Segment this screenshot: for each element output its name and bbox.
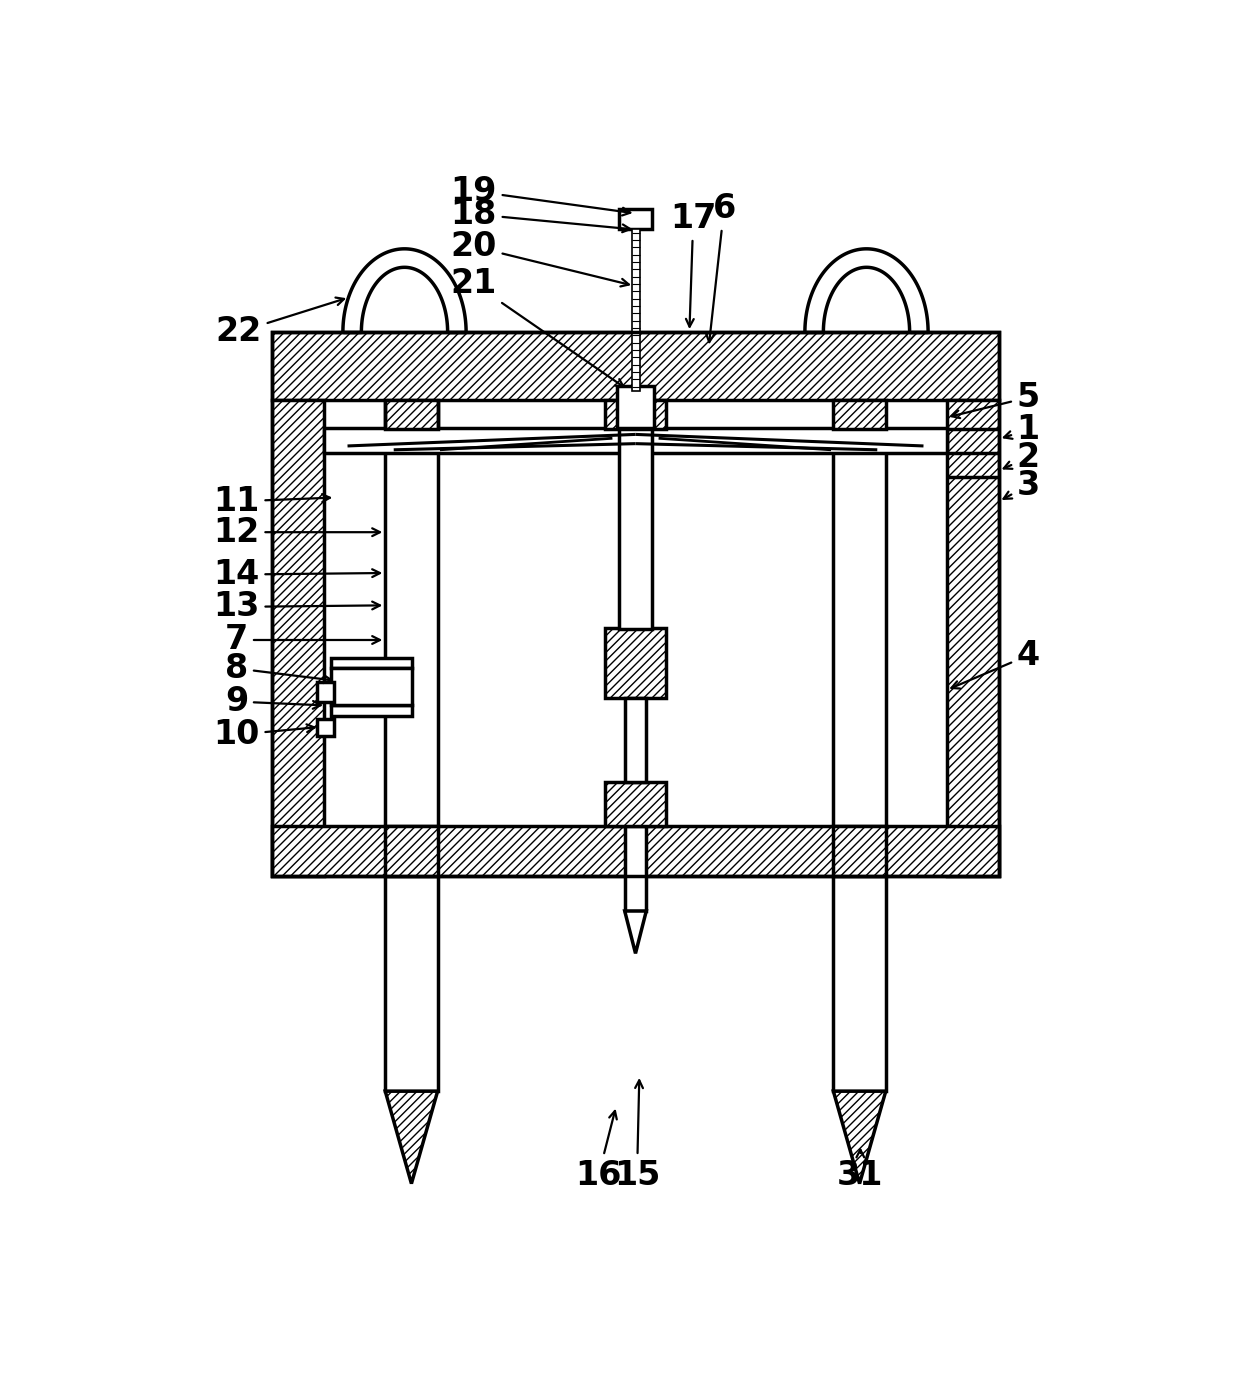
Bar <box>619 209 652 229</box>
Bar <box>331 669 412 706</box>
Text: 19: 19 <box>450 175 630 215</box>
Bar <box>605 399 666 429</box>
Polygon shape <box>833 1092 885 1183</box>
Bar <box>386 875 438 1092</box>
Text: 1: 1 <box>1004 413 1040 447</box>
Bar <box>386 429 438 827</box>
Text: 7: 7 <box>224 624 379 656</box>
Text: 5: 5 <box>951 381 1040 417</box>
Bar <box>833 875 885 1092</box>
Bar <box>331 706 412 716</box>
Text: 20: 20 <box>450 230 629 287</box>
Polygon shape <box>386 1092 438 1183</box>
Bar <box>833 827 885 875</box>
Text: 6: 6 <box>707 193 735 343</box>
Bar <box>386 827 438 875</box>
Text: 17: 17 <box>670 203 717 327</box>
Bar <box>317 720 335 736</box>
Text: 4: 4 <box>951 639 1040 688</box>
Bar <box>619 429 652 630</box>
Text: 3: 3 <box>1003 469 1040 502</box>
Bar <box>632 229 640 391</box>
Bar <box>618 386 653 429</box>
Text: 15: 15 <box>614 1080 660 1191</box>
Bar <box>272 827 999 875</box>
Text: 16: 16 <box>575 1111 621 1191</box>
Text: 2: 2 <box>1003 441 1040 474</box>
Text: 18: 18 <box>450 198 630 232</box>
Bar <box>833 429 885 827</box>
Text: 9: 9 <box>224 685 321 718</box>
Bar <box>625 827 646 911</box>
Bar <box>946 399 999 875</box>
Text: 22: 22 <box>216 298 343 348</box>
Text: 8: 8 <box>224 652 331 685</box>
Bar <box>386 399 438 429</box>
Text: 11: 11 <box>213 485 330 517</box>
Text: 14: 14 <box>213 558 379 591</box>
Bar <box>272 331 999 875</box>
Text: 21: 21 <box>450 266 624 387</box>
Bar <box>272 331 999 399</box>
Text: 13: 13 <box>213 591 379 623</box>
Bar <box>317 682 335 702</box>
Bar <box>272 399 325 875</box>
Text: 12: 12 <box>213 516 379 549</box>
Text: 10: 10 <box>213 718 315 752</box>
Bar <box>331 657 412 669</box>
Polygon shape <box>625 911 646 953</box>
Bar <box>605 782 666 827</box>
Bar <box>625 698 646 782</box>
Bar <box>833 399 885 429</box>
Text: 31: 31 <box>837 1150 884 1191</box>
Bar <box>325 429 946 454</box>
Bar <box>605 628 666 698</box>
